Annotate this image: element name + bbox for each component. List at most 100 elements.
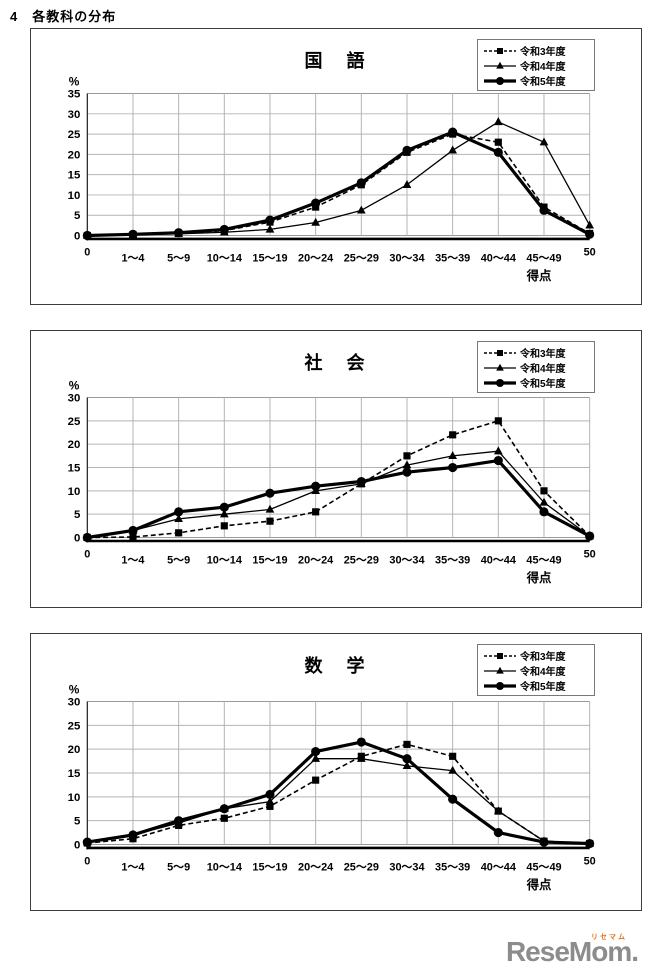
data-point-marker-circle — [82, 230, 92, 241]
page-header: 4 各教科の分布 — [10, 9, 117, 24]
y-axis-unit-label: % — [69, 379, 80, 393]
legend-item: 令和3年度 — [483, 648, 591, 663]
data-point-marker-circle — [402, 754, 412, 764]
x-axis-tick-label: 35〜39 — [435, 861, 470, 873]
legend-line-sample — [484, 76, 516, 85]
data-point-marker-triangle — [448, 145, 458, 154]
y-axis-tick-label: 0 — [74, 839, 80, 851]
legend-marker-square — [497, 349, 503, 356]
legend-item: 令和4年度 — [483, 360, 591, 375]
data-point-marker-square — [266, 802, 274, 810]
data-point-marker-circle — [219, 224, 229, 234]
data-point-marker-circle — [493, 455, 503, 466]
data-point-marker-circle — [402, 467, 412, 477]
data-point-marker-square — [312, 776, 320, 784]
chart-title-shakai: 社 会 — [304, 353, 368, 373]
x-axis-tick-label: 50 — [584, 246, 596, 258]
legend-label: 令和5年度 — [520, 77, 566, 88]
legend-marker-square — [497, 47, 503, 54]
series-line-square — [87, 743, 590, 845]
chart-legend: 令和3年度令和4年度令和5年度 — [477, 39, 595, 91]
x-axis-tick-label: 20〜24 — [298, 252, 333, 264]
series-line-triangle — [87, 758, 590, 845]
data-point-marker-circle — [311, 198, 321, 208]
y-axis-tick-label: 25 — [68, 129, 81, 141]
data-point-marker-circle — [174, 228, 184, 238]
data-point-marker-circle — [219, 502, 229, 512]
data-point-marker-triangle — [356, 205, 366, 214]
data-point-marker-circle — [82, 532, 92, 543]
x-axis-tick-label: 35〜39 — [435, 554, 470, 566]
x-axis-tick-label: 15〜19 — [252, 861, 287, 873]
y-axis-tick-label: 15 — [68, 462, 81, 474]
resemom-logo: リセマム ReseMom. — [506, 934, 639, 968]
x-axis-tick-label: 5〜9 — [167, 861, 190, 873]
x-axis-tick-label: 30〜34 — [389, 554, 424, 566]
data-point-marker-triangle — [585, 220, 595, 229]
x-axis-tick-label: 30〜34 — [389, 861, 424, 873]
data-point-marker-square — [449, 431, 457, 439]
y-axis-tick-label: 30 — [68, 109, 81, 121]
legend-line-sample — [484, 681, 516, 690]
y-axis-tick-label: 5 — [74, 509, 81, 521]
x-axis-tick-label: 50 — [584, 855, 596, 867]
y-axis-tick-label: 15 — [68, 768, 81, 780]
data-point-marker-circle — [128, 525, 138, 536]
y-axis-tick-label: 25 — [68, 416, 81, 428]
legend-item: 令和4年度 — [483, 58, 591, 73]
y-axis-tick-label: 0 — [74, 532, 80, 544]
data-point-marker-circle — [448, 127, 458, 137]
x-axis-tick-label: 0 — [84, 548, 90, 560]
y-axis-tick-label: 10 — [68, 792, 81, 804]
data-point-marker-triangle — [265, 796, 275, 805]
chart-title-kokugo: 国 語 — [304, 51, 368, 71]
legend-marker-triangle — [496, 666, 504, 674]
x-axis-tick-label: 45〜49 — [526, 861, 561, 873]
y-axis-tick-label: 20 — [68, 149, 81, 161]
x-axis-tick-label: 1〜4 — [121, 252, 144, 264]
data-point-marker-triangle — [539, 137, 549, 146]
x-axis-title: 得点 — [526, 570, 552, 585]
data-point-marker-circle — [539, 837, 549, 847]
x-axis-title: 得点 — [526, 877, 552, 892]
data-point-marker-circle — [448, 462, 458, 473]
x-axis-tick-label: 0 — [84, 246, 90, 258]
x-axis-tick-label: 10〜14 — [207, 554, 242, 566]
x-axis-tick-label: 50 — [584, 548, 596, 560]
series-line-circle — [87, 130, 591, 238]
x-axis-tick-label: 10〜14 — [207, 252, 242, 264]
y-axis-tick-label: 20 — [68, 744, 81, 756]
data-point-marker-triangle — [402, 761, 412, 770]
data-point-marker-square — [175, 529, 183, 537]
legend-item: 令和5年度 — [483, 375, 591, 390]
data-point-marker-circle — [356, 737, 366, 747]
data-point-marker-triangle — [174, 514, 184, 523]
legend-label: 令和4年度 — [520, 364, 566, 375]
data-point-marker-triangle — [493, 446, 503, 455]
data-point-marker-square — [129, 533, 137, 541]
data-point-marker-circle — [128, 229, 138, 239]
legend-label: 令和3年度 — [520, 47, 566, 58]
data-point-marker-circle — [585, 531, 595, 541]
data-point-marker-triangle — [265, 224, 275, 233]
x-axis-tick-label: 10〜14 — [207, 861, 242, 873]
data-point-marker-triangle — [539, 497, 549, 506]
data-point-marker-circle — [448, 794, 458, 804]
x-axis-tick-label: 15〜19 — [252, 554, 287, 566]
chart-plot-shakai: 0 5 10 15 20 25 30% 0 1〜4 5〜9 10〜14 15〜19 20〜24 25〜29… — [68, 379, 596, 586]
data-point-marker-triangle — [265, 504, 275, 513]
series-line-square — [87, 420, 591, 539]
legend-label: 令和4年度 — [520, 62, 566, 73]
x-axis-tick-label: 40〜44 — [481, 861, 516, 873]
chart-legend: 令和3年度 令和4年度 令和5年度 — [477, 644, 595, 696]
data-point-marker-triangle — [493, 117, 503, 126]
legend-item: 令和5年度 — [483, 678, 591, 693]
y-axis-tick-label: 5 — [74, 816, 81, 828]
data-point-marker-triangle — [448, 451, 458, 460]
legend-line-sample — [484, 61, 516, 69]
x-axis-tick-label: 1〜4 — [121, 554, 144, 566]
chart-plot-sugaku: 0 5 10 15 20 25 30% 0 1〜4 5〜9 10〜14 15〜19 20〜24 25〜29… — [68, 683, 596, 893]
x-axis-tick-label: 35〜39 — [435, 252, 470, 264]
x-axis-tick-label: 5〜9 — [167, 252, 190, 264]
data-point-marker-circle — [174, 507, 184, 517]
